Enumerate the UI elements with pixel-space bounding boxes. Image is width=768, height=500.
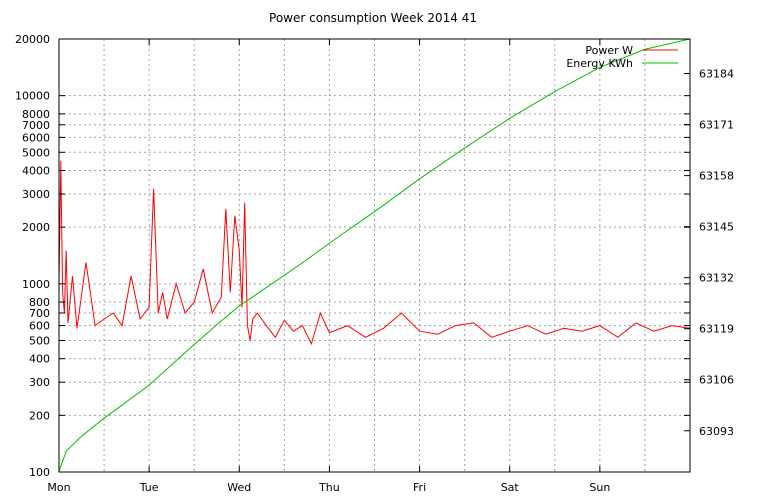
y-left-tick-label: 200 [29,409,50,422]
x-tick-label: Fri [413,481,426,494]
x-tick-label: Wed [227,481,251,494]
y-left-tick-label: 500 [29,334,50,347]
y-left-tick-label: 5000 [22,146,50,159]
y-left-tick-label: 4000 [22,165,50,178]
y-left-tick-label: 2000 [22,221,50,234]
y-right-tick-label: 63093 [699,425,734,438]
legend-label-power: Power W [585,44,633,57]
grid [59,39,690,472]
y-right-tick-label: 63184 [699,68,734,81]
y-left-tick-label: 700 [29,307,50,320]
y-right-tick-label: 63145 [699,221,734,234]
y-left-tick-label: 600 [29,320,50,333]
y-right-tick-label: 63119 [699,323,734,336]
y-left-tick-label: 300 [29,376,50,389]
series-line-power [58,160,691,346]
y-left-tick-label: 800 [29,296,50,309]
y-right-tick-label: 63106 [699,374,734,387]
series-line-energy [58,38,691,472]
legend: Power W Energy KWh [566,44,678,70]
x-tick-label: Mon [47,481,70,494]
y-left-tick-label: 6000 [22,131,50,144]
y-right-tick-label: 63132 [699,272,734,285]
chart-title: Power consumption Week 2014 41 [269,11,477,25]
y-left-tick-label: 400 [29,353,50,366]
x-tick-label: Sat [501,481,520,494]
y-right-tick-label: 63171 [699,119,734,132]
series-layer [58,38,691,472]
x-tick-label: Tue [139,481,159,494]
x-tick-label: Sun [589,481,610,494]
y-left-tick-label: 8000 [22,108,50,121]
y-left-tick-label: 20000 [15,33,50,46]
legend-label-energy: Energy KWh [566,57,633,70]
y-left-tick-label: 3000 [22,188,50,201]
y-left-tick-label: 10000 [15,90,50,103]
plot-frame [58,38,691,473]
y-left-tick-label: 100 [29,466,50,479]
x-tick-label: Thu [318,481,340,494]
y-left-tick-label: 1000 [22,278,50,291]
y-right-tick-label: 63158 [699,170,734,183]
y-left-tick-label: 7000 [22,119,50,132]
